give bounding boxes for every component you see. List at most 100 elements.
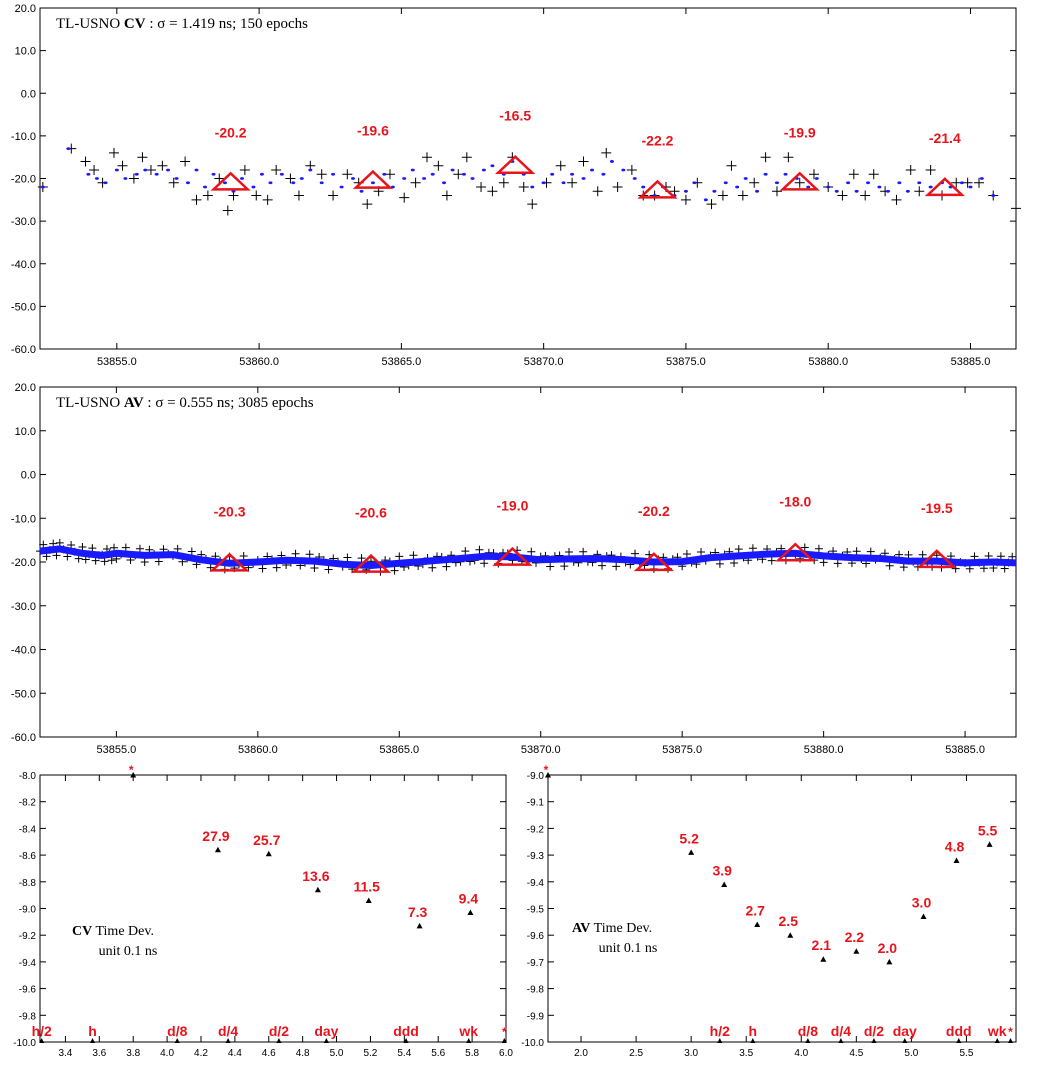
y-tick-label: -8.4 [19,824,37,835]
x-tick-label: 5.5 [959,1048,973,1059]
period-marker-label: ddd [393,1023,419,1039]
raw-point [868,169,879,180]
period-marker-label: d/2 [864,1023,884,1039]
deviation-value-label: * [544,763,549,777]
raw-point [251,190,262,201]
period-marker [1007,1038,1013,1043]
raw-point [239,164,250,175]
raw-point [814,544,823,553]
raw-point [567,177,578,188]
period-marker [403,1038,409,1043]
filtered-point [632,177,637,180]
raw-point [362,199,373,210]
raw-point [461,547,470,556]
chart-title-prefix: TL-USNO [56,16,124,32]
deviation-value-label: 11.5 [353,878,380,894]
raw-point [328,190,339,201]
filtered-point [735,185,740,189]
filtered-point [422,177,427,180]
daily-average-label: -20.2 [215,124,247,140]
filtered-point [86,172,91,176]
x-tick-label: 3.6 [92,1048,106,1059]
y-tick-label: -10.0 [11,513,36,525]
deviation-value-label: 2.7 [745,903,765,919]
raw-point [680,194,691,205]
deviation-point [265,850,272,857]
raw-point [749,177,760,188]
daily-average-label: -18.0 [779,493,811,509]
raw-point [305,550,314,559]
period-marker-label: day [893,1023,917,1039]
deviation-value-label: 5.5 [978,822,998,838]
raw-point [498,177,509,188]
raw-point [180,156,191,167]
y-tick-label: -9.3 [527,851,545,862]
raw-point [100,557,109,566]
raw-point [154,557,163,566]
y-tick-label: -9.4 [527,878,545,889]
period-marker-label: d/4 [218,1023,238,1039]
raw-point [137,152,148,163]
deviation-point [754,921,761,928]
raw-point [527,547,536,556]
raw-point [527,199,538,210]
y-tick-label: -9.1 [527,798,545,809]
filtered-point [308,168,313,172]
y-tick-label: -30.0 [11,601,36,613]
y-tick-label: -9.8 [527,985,545,996]
chart-title-prefix: TL-USNO [56,395,124,411]
filtered-point [692,181,697,185]
raw-point [324,565,333,574]
raw-point [737,190,748,201]
deviation-points-group [545,772,1013,1043]
filtered-point [222,181,227,185]
filtered-point [541,181,546,185]
x-tick-label: 53885.0 [945,744,985,756]
deviation-value-label: 2.0 [878,940,898,956]
raw-point [951,177,962,188]
raw-point [918,550,927,559]
period-marker-label: d/8 [798,1023,818,1039]
filtered-point [66,147,71,151]
y-tick-label: -60.0 [11,732,36,744]
deviation-value-label: 2.2 [845,929,865,945]
y-tick-label: -9.7 [527,958,545,969]
filtered-point [430,172,435,176]
daily-average-marker [209,552,250,572]
deviation-value-label: * [129,763,134,777]
deviation-value-label: 2.5 [779,913,799,929]
filtered-point [114,168,119,172]
raw-point [409,551,418,560]
y-tick-label: -40.0 [11,645,36,657]
period-marker [225,1038,231,1043]
period-marker-label: wk [987,1023,1007,1039]
raw-point [222,205,233,216]
filtered-point [763,172,768,176]
daily-average-label: -19.5 [921,500,953,516]
raw-point [715,559,724,568]
filtered-point [866,181,871,185]
y-tick-label: -50.0 [11,301,36,313]
raw-point [135,544,144,553]
y-tick-label: 20.0 [15,3,36,15]
raw-point [734,545,743,554]
period-marker-label: h [88,1023,97,1039]
deviation-point [920,913,927,920]
filtered-point [723,181,728,185]
deviation-point [886,958,893,965]
chart-title: TL-USNO AV : σ = 0.555 ns; 3085 epochs [56,395,314,411]
x-tick-label: 53875.0 [662,744,702,756]
daily-average-marker [779,171,820,191]
raw-point [357,554,366,563]
raw-point [518,182,529,193]
daily-average-label: -19.6 [357,123,389,139]
plot-frame [547,774,1017,1043]
period-marker-label: day [314,1023,338,1039]
x-tick-label: 4.0 [794,1048,808,1059]
period-marker-label: h/2 [32,1023,52,1039]
raw-point [601,147,612,158]
raw-point [546,562,555,571]
raw-point [157,160,168,171]
raw-point [117,160,128,171]
x-tick-label: 53870.0 [521,744,561,756]
